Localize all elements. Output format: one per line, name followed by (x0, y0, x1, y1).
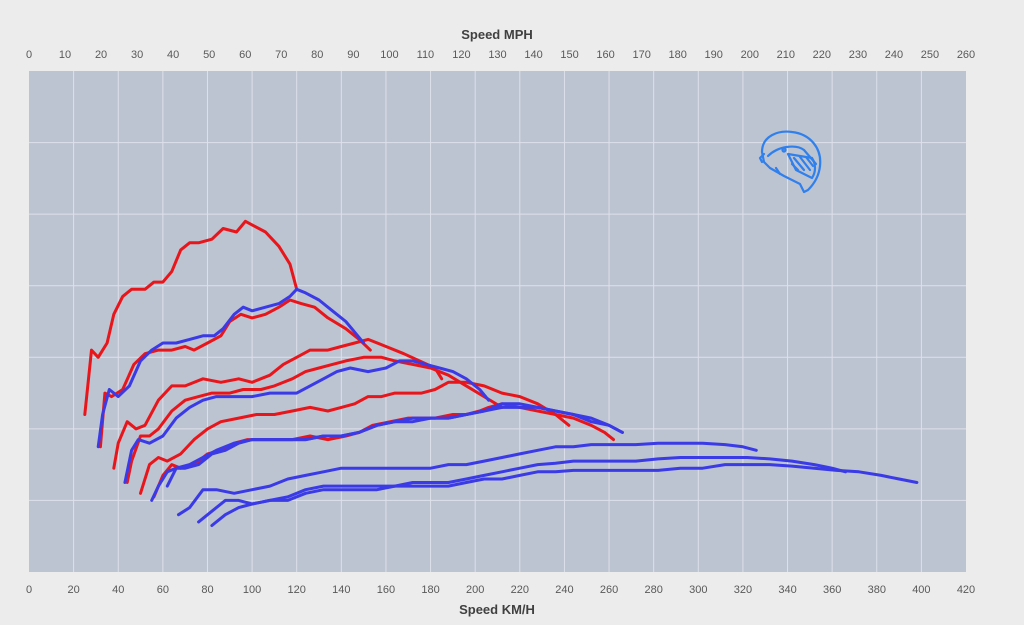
top-tick-label: 80 (311, 49, 323, 61)
top-tick-label: 70 (275, 49, 287, 61)
top-tick-label: 50 (203, 49, 215, 61)
bottom-tick-label: 0 (26, 584, 32, 596)
bottom-tick-label: 260 (600, 584, 618, 596)
bottom-axis-ticks: 0 20 40 60 80 100 120 140 160 180 200 220 240 260 280 3… (26, 584, 975, 596)
plot-background (29, 71, 966, 572)
top-tick-label: 120 (452, 49, 470, 61)
bottom-tick-label: 200 (466, 584, 484, 596)
bottom-tick-label: 80 (201, 584, 213, 596)
red-series-line-2 (98, 298, 372, 449)
bottom-tick-label: 120 (288, 584, 306, 596)
top-tick-label: 20 (95, 49, 107, 61)
top-tick-label: 10 (59, 49, 71, 61)
blue-series-line-8 (96, 287, 366, 449)
top-tick-label: 90 (347, 49, 359, 61)
bottom-axis-title: Speed KM/H (459, 602, 535, 617)
top-tick-label: 250 (921, 49, 939, 61)
bottom-tick-label: 140 (332, 584, 350, 596)
red-series-line-4 (125, 355, 504, 484)
bottom-tick-label: 60 (157, 584, 169, 596)
bottom-tick-label: 360 (823, 584, 841, 596)
bottom-tick-label: 300 (689, 584, 707, 596)
top-tick-label: 0 (26, 49, 32, 61)
top-tick-label: 170 (632, 49, 650, 61)
top-tick-label: 60 (239, 49, 251, 61)
top-tick-label: 40 (167, 49, 179, 61)
bottom-tick-label: 400 (912, 584, 930, 596)
blue-series-line-9 (123, 359, 491, 484)
top-tick-label: 180 (669, 49, 687, 61)
bottom-tick-label: 100 (243, 584, 261, 596)
bottom-tick-label: 240 (555, 584, 573, 596)
top-tick-label: 190 (705, 49, 723, 61)
helmet-icon (758, 130, 822, 194)
bottom-tick-label: 420 (957, 584, 975, 596)
bottom-tick-label: 380 (868, 584, 886, 596)
red-series-line-5 (139, 380, 571, 495)
bottom-tick-label: 340 (778, 584, 796, 596)
bottom-tick-label: 40 (112, 584, 124, 596)
bottom-tick-label: 280 (644, 584, 662, 596)
top-tick-label: 210 (777, 49, 795, 61)
blue-series-line-10 (150, 405, 624, 502)
bottom-tick-label: 320 (734, 584, 752, 596)
top-tick-label: 200 (741, 49, 759, 61)
top-tick-label: 260 (957, 49, 975, 61)
grid (29, 71, 966, 572)
top-tick-label: 130 (488, 49, 506, 61)
red-series-line-3 (112, 337, 444, 470)
bottom-tick-label: 160 (377, 584, 395, 596)
series-group (83, 219, 919, 527)
top-tick-label: 230 (849, 49, 867, 61)
bottom-tick-label: 180 (421, 584, 439, 596)
top-tick-label: 240 (885, 49, 903, 61)
top-axis-ticks: 0 10 20 30 40 50 60 70 80 90 100 110 120 130 140 150 160… (26, 49, 975, 61)
blue-series-line-11 (177, 441, 758, 517)
top-tick-label: 100 (380, 49, 398, 61)
blue-series-line-12 (197, 456, 847, 524)
top-tick-label: 110 (417, 49, 435, 61)
top-axis-title: Speed MPH (461, 27, 533, 42)
red-series-line-1 (83, 219, 299, 416)
bottom-tick-label: 20 (67, 584, 79, 596)
bottom-tick-label: 220 (511, 584, 529, 596)
top-tick-label: 220 (813, 49, 831, 61)
top-tick-label: 140 (524, 49, 542, 61)
top-tick-label: 150 (560, 49, 578, 61)
blue-series-line-13 (210, 463, 919, 527)
top-tick-label: 160 (596, 49, 614, 61)
top-tick-label: 30 (131, 49, 143, 61)
